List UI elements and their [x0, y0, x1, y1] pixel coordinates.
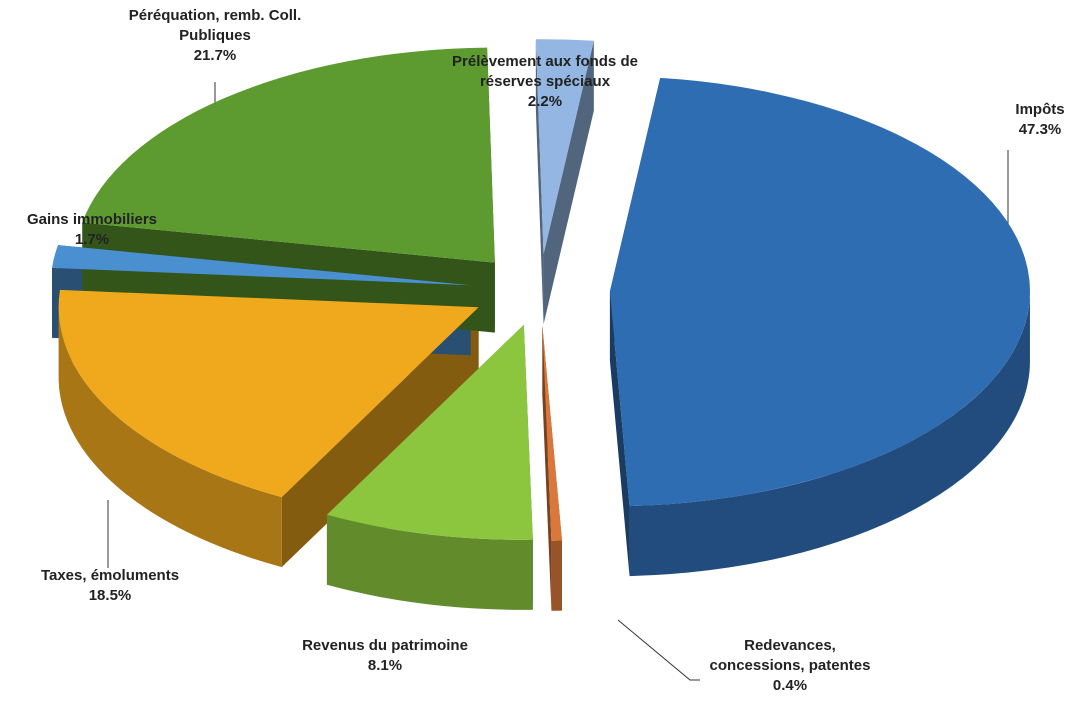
slice-side: [535, 39, 544, 325]
slice: [609, 77, 1030, 507]
slice: [535, 39, 594, 255]
slice-side: [543, 40, 594, 325]
slice: [326, 324, 533, 540]
category-label: Revenus du patrimoine: [302, 637, 468, 654]
value-label: 1.7%: [74, 231, 110, 248]
slice-label: Prélèvement aux fonds de réserves spécia…: [440, 52, 650, 112]
slice-wall: [58, 307, 282, 568]
slice-wall: [629, 291, 1030, 577]
slice-label: Péréquation, remb. Coll. Publiques 21.7%: [100, 6, 330, 66]
slice-side: [542, 325, 552, 611]
value-label: 18.5%: [88, 587, 132, 604]
value-label: 47.3%: [1018, 121, 1062, 138]
category-label: Redevances, concessions, patentes: [709, 637, 871, 674]
category-label: Gains immobiliers: [26, 211, 158, 228]
slice-label: Taxes, émoluments 18.5%: [0, 566, 220, 606]
leader-line: [617, 619, 700, 681]
category-label: Taxes, émoluments: [40, 567, 180, 584]
slice-label: Redevances, concessions, patentes 0.4%: [700, 636, 880, 696]
slice-label: Impôts 47.3%: [985, 100, 1075, 140]
slice: [82, 47, 495, 263]
slice: [58, 289, 479, 498]
slice: [51, 245, 471, 286]
slice-label: Gains immobiliers 1.7%: [7, 210, 177, 250]
category-label: Péréquation, remb. Coll. Publiques: [128, 7, 302, 44]
value-label: 0.4%: [772, 677, 808, 694]
value-label: 2.2%: [527, 93, 563, 110]
slice-label: Revenus du patrimoine 8.1%: [265, 636, 505, 676]
value-label: 21.7%: [193, 47, 237, 64]
slice-wall: [551, 540, 562, 611]
category-label: Prélèvement aux fonds de réserves spécia…: [452, 53, 638, 90]
slice: [542, 325, 562, 541]
slice-side: [609, 291, 630, 577]
value-label: 8.1%: [367, 657, 403, 674]
category-label: Impôts: [1015, 101, 1065, 118]
slice-wall: [326, 514, 533, 610]
